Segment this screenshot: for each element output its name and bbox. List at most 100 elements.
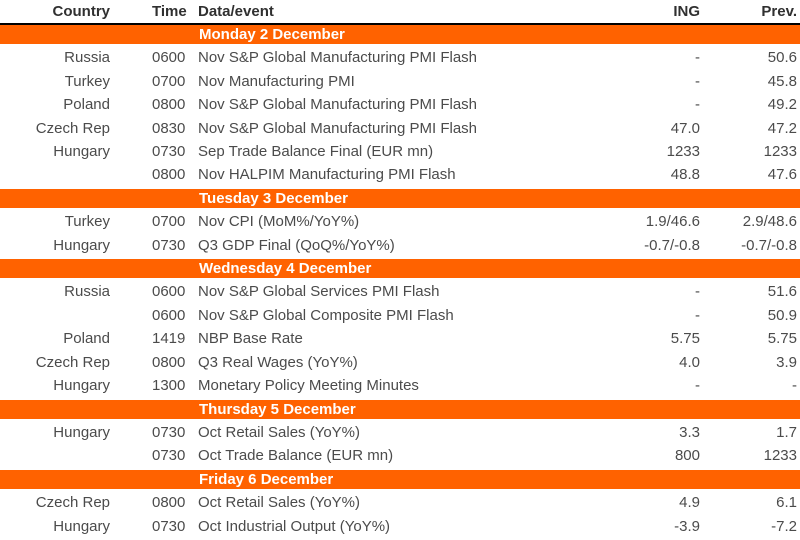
section-banner-title: Friday 6 December [0, 467, 800, 492]
cell-country: Poland [63, 330, 110, 348]
cell-country: Hungary [53, 377, 110, 395]
cell-prev: 50.9 [767, 306, 797, 324]
cell-event: Monetary Policy Meeting Minutes [198, 377, 419, 395]
table-row: Turkey 0700 Nov CPI (MoM%/YoY%) 1.9/46.6 2.9… [0, 209, 800, 233]
table-row: Hungary 0730 Oct Retail Sales (YoY%) 3.3 1.7 [0, 420, 800, 444]
cell-event: Nov HALPIM Manufacturing PMI Flash [198, 166, 456, 184]
col-header-ing: ING [610, 0, 700, 25]
cell-country: Turkey [64, 213, 110, 231]
cell-event: Oct Retail Sales (YoY%) [198, 423, 361, 441]
cell-country: Hungary [53, 423, 110, 441]
section-banner-row: Wednesday 4 December [0, 257, 800, 281]
section-banner-row: Friday 6 December [0, 467, 800, 492]
cell-ing: - [695, 49, 700, 67]
cell-country: Czech Rep [35, 494, 110, 512]
cell-time: 0800 [152, 494, 186, 512]
cell-ing: 4.9 [679, 494, 700, 512]
cell-country [0, 304, 110, 327]
cell-ing: 1233 [666, 143, 700, 161]
table-row: Czech Rep 0800 Oct Retail Sales (YoY%) 4.9 6… [0, 490, 800, 514]
cell-country: Czech Rep [35, 353, 110, 371]
section-banner-title: Monday 2 December [0, 22, 800, 47]
cell-prev: - [792, 377, 797, 395]
cell-ing: -0.7/-0.8 [644, 236, 700, 254]
cell-time: 0800 [152, 96, 186, 114]
cell-country: Hungary [53, 143, 110, 161]
cell-ing: - [695, 283, 700, 301]
cell-country: Hungary [53, 236, 110, 254]
cell-event: Oct Trade Balance (EUR mn) [198, 447, 394, 465]
table-body: Monday 2 December Russia 0600 Nov S&P Globa… [0, 22, 800, 538]
cell-event: Nov S&P Global Services PMI Flash [198, 283, 440, 301]
table-row: Czech Rep 0830 Nov S&P Global Manufacturin… [0, 117, 800, 140]
col-header-data-event: Data/event [198, 0, 610, 25]
cell-time: 0730 [152, 517, 186, 535]
table-row: 0730 Oct Trade Balance (EUR mn) 800 1233 [0, 444, 800, 468]
section-banner-row: Thursday 5 December [0, 397, 800, 421]
col-header-time: Time [110, 0, 198, 25]
cell-ing: -3.9 [674, 517, 700, 535]
cell-prev: 5.75 [767, 330, 797, 348]
cell-event: Oct Industrial Output (YoY%) [198, 517, 391, 535]
cell-prev: 49.2 [767, 96, 797, 114]
cell-time: 0730 [152, 423, 186, 441]
cell-prev: 47.2 [767, 119, 797, 137]
cell-prev: 45.8 [767, 72, 797, 90]
table-row: 0800 Nov HALPIM Manufacturing PMI Flash 48… [0, 163, 800, 187]
cell-country: Turkey [64, 72, 110, 90]
cell-prev: 1233 [763, 447, 797, 465]
cell-event: Q3 GDP Final (QoQ%/YoY%) [198, 236, 395, 254]
cell-prev: 51.6 [767, 283, 797, 301]
cell-prev: 2.9/48.6 [742, 213, 797, 231]
table-row: Hungary 0730 Q3 GDP Final (QoQ%/YoY%) -0.7/… [0, 234, 800, 258]
table-row: Hungary 0730 Sep Trade Balance Final (EUR … [0, 140, 800, 163]
cell-time: 0830 [152, 119, 186, 137]
cell-prev: -7.2 [771, 517, 797, 535]
cell-ing: 47.0 [670, 119, 700, 137]
cell-event: Nov S&P Global Manufacturing PMI Flash [198, 96, 478, 114]
table-row: Hungary 1300 Monetary Policy Meeting Minut… [0, 374, 800, 398]
cell-event: Nov S&P Global Manufacturing PMI Flash [198, 119, 478, 137]
cell-event: Nov S&P Global Composite PMI Flash [198, 306, 454, 324]
cell-ing: 4.0 [679, 353, 700, 371]
cell-time: 0800 [152, 166, 186, 184]
col-header-country: Country [0, 0, 110, 25]
section-banner-row: Tuesday 3 December [0, 186, 800, 211]
cell-event: Nov Manufacturing PMI [198, 72, 355, 90]
cell-ing: 3.3 [679, 423, 700, 441]
cell-prev: 47.6 [767, 166, 797, 184]
table-row: Poland 1419 NBP Base Rate 5.75 5.75 [0, 327, 800, 350]
cell-prev: -0.7/-0.8 [741, 236, 797, 254]
cell-time: 0700 [152, 213, 186, 231]
cell-time: 0600 [152, 49, 186, 67]
cell-time: 0600 [152, 283, 186, 301]
cell-country: Russia [64, 283, 110, 301]
cell-ing: 48.8 [670, 166, 700, 184]
table-row: 0600 Nov S&P Global Composite PMI Flash - 5… [0, 304, 800, 327]
cell-ing: 5.75 [670, 330, 700, 348]
cell-event: Sep Trade Balance Final (EUR mn) [198, 143, 434, 161]
table-row: Poland 0800 Nov S&P Global Manufacturing P… [0, 93, 800, 116]
cell-ing: 1.9/46.6 [645, 213, 700, 231]
cell-prev: 6.1 [776, 494, 797, 512]
table-row: Czech Rep 0800 Q3 Real Wages (YoY%) 4.0 3.9 [0, 351, 800, 374]
cell-prev: 3.9 [776, 353, 797, 371]
cell-ing: 800 [674, 447, 700, 465]
cell-event: Q3 Real Wages (YoY%) [198, 353, 358, 371]
cell-time: 0800 [152, 353, 186, 371]
col-header-prev: Prev. [700, 0, 800, 25]
header-row: Country Time Data/event ING Prev. [0, 0, 800, 25]
cell-time: 1300 [152, 377, 186, 395]
cell-time: 0700 [152, 72, 186, 90]
cell-country: Russia [64, 49, 110, 67]
cell-event: Nov S&P Global Manufacturing PMI Flash [198, 49, 478, 67]
cell-country: Czech Rep [35, 119, 110, 137]
table-row: Turkey 0700 Nov Manufacturing PMI - 45.8 [0, 70, 800, 93]
cell-country [0, 163, 110, 187]
section-banner-title: Wednesday 4 December [0, 257, 800, 281]
cell-time: 0600 [152, 306, 186, 324]
table-row: Russia 0600 Nov S&P Global Services PMI Fl… [0, 279, 800, 303]
cell-time: 1419 [152, 330, 186, 348]
section-banner-row: Monday 2 December [0, 22, 800, 47]
